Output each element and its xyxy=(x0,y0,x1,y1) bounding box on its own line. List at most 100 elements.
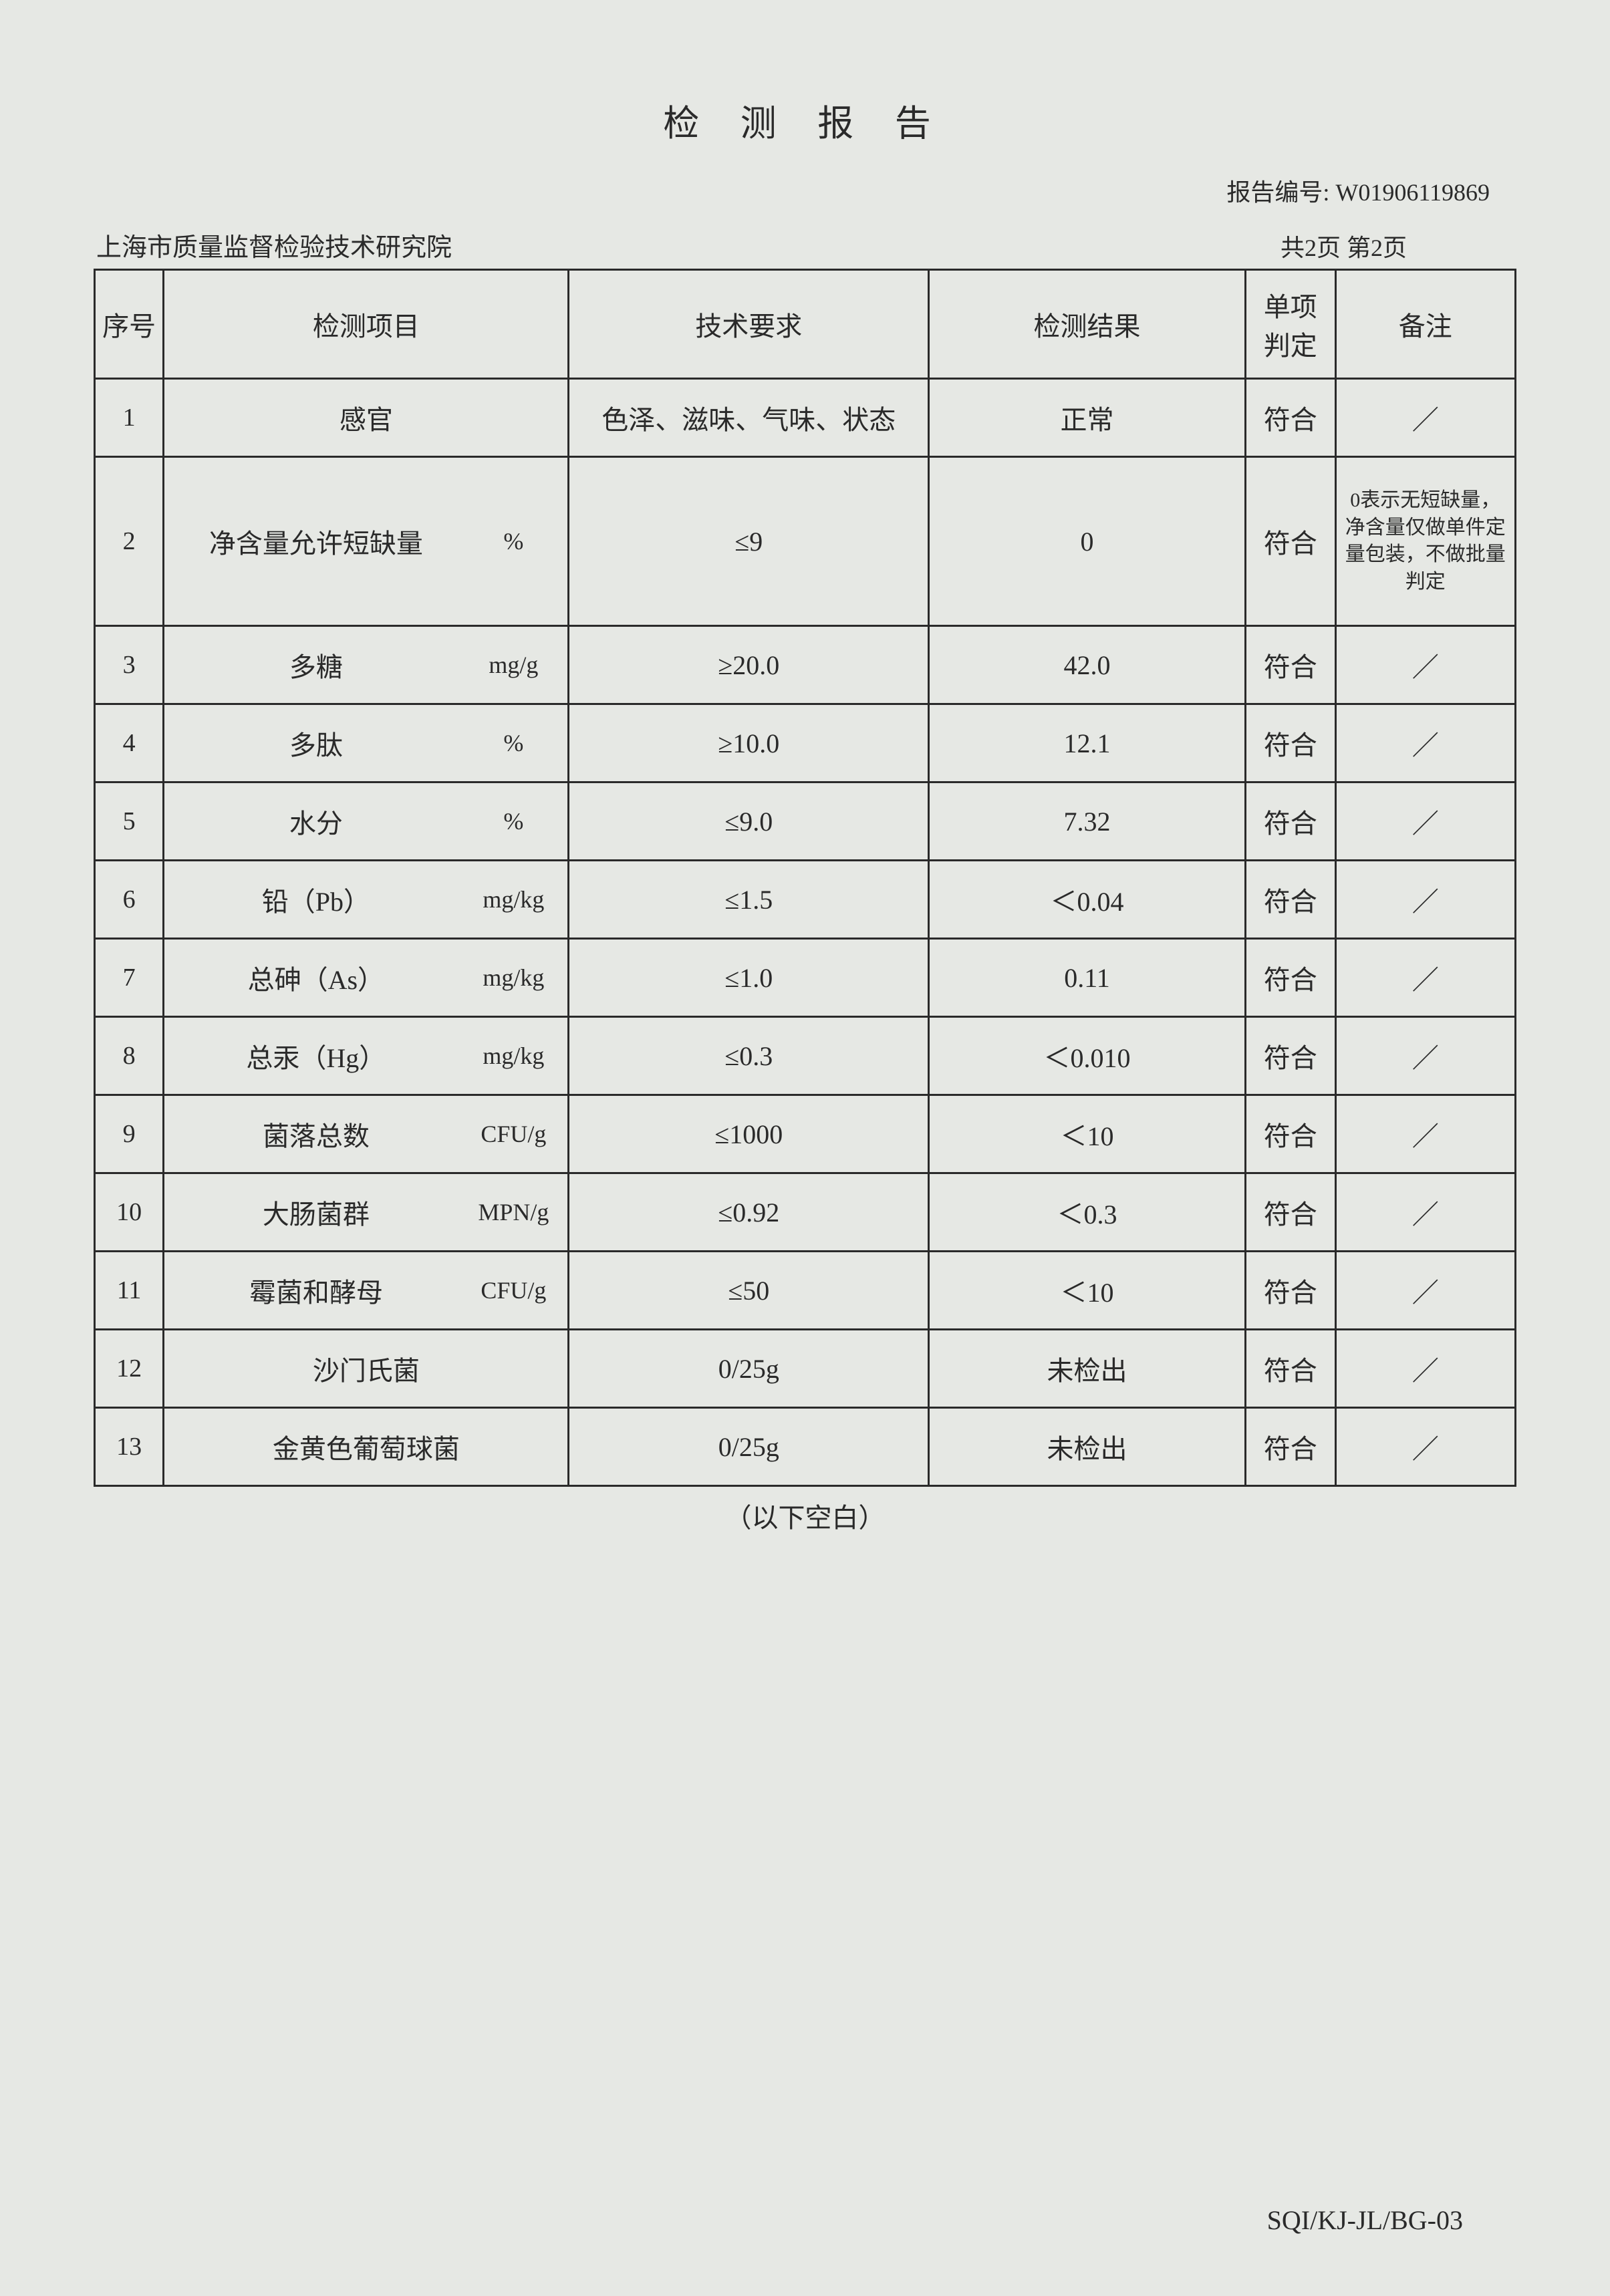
footer-code: SQI/KJ-JL/BG-03 xyxy=(1267,2204,1463,2236)
table-row: 9菌落总数CFU/g≤1000＜10符合／ xyxy=(95,1095,1516,1173)
item-unit: MPN/g xyxy=(463,1198,563,1226)
cell-judgement: 符合 xyxy=(1245,1173,1335,1252)
cell-seq: 10 xyxy=(95,1173,164,1252)
cell-result: ＜0.3 xyxy=(929,1173,1246,1252)
cell-item: 菌落总数CFU/g xyxy=(164,1095,569,1173)
cell-result: 正常 xyxy=(929,379,1246,457)
col-header-remark: 备注 xyxy=(1335,270,1515,379)
report-number-value: W01906119869 xyxy=(1335,179,1490,206)
item-unit: mg/kg xyxy=(463,1042,563,1070)
item-name: 总砷（As） xyxy=(168,958,463,997)
cell-judgement: 符合 xyxy=(1245,1408,1335,1486)
cell-seq: 12 xyxy=(95,1330,164,1408)
cell-remark: ／ xyxy=(1335,1017,1515,1095)
cell-requirement: ≥10.0 xyxy=(569,704,929,782)
item-name: 菌落总数 xyxy=(168,1115,463,1153)
cell-item: 水分% xyxy=(164,782,569,861)
report-number-line: 报告编号: W01906119869 xyxy=(94,173,1490,208)
cell-result: ＜0.04 xyxy=(929,861,1246,939)
col-header-item: 检测项目 xyxy=(164,270,569,379)
cell-seq: 13 xyxy=(95,1408,164,1486)
table-row: 13金黄色葡萄球菌0/25g未检出符合／ xyxy=(95,1408,1516,1486)
cell-remark: ／ xyxy=(1335,1173,1515,1252)
cell-result: 12.1 xyxy=(929,704,1246,782)
item-name: 总汞（Hg） xyxy=(168,1036,463,1075)
table-row: 7总砷（As）mg/kg≤1.00.11符合／ xyxy=(95,939,1516,1017)
results-table: 序号 检测项目 技术要求 检测结果 单项判定 备注 1感官色泽、滋味、气味、状态… xyxy=(94,269,1516,1487)
table-row: 11霉菌和酵母CFU/g≤50＜10符合／ xyxy=(95,1252,1516,1330)
table-row: 10大肠菌群MPN/g≤0.92＜0.3符合／ xyxy=(95,1173,1516,1252)
cell-seq: 3 xyxy=(95,626,164,704)
cell-requirement: ≥20.0 xyxy=(569,626,929,704)
item-unit: % xyxy=(463,729,563,757)
item-name: 净含量允许短缺量 xyxy=(168,522,463,561)
cell-remark: ／ xyxy=(1335,379,1515,457)
cell-remark: ／ xyxy=(1335,1408,1515,1486)
item-name: 水分 xyxy=(168,802,463,841)
cell-remark: ／ xyxy=(1335,861,1515,939)
cell-seq: 6 xyxy=(95,861,164,939)
cell-seq: 2 xyxy=(95,457,164,626)
cell-judgement: 符合 xyxy=(1245,861,1335,939)
cell-item: 霉菌和酵母CFU/g xyxy=(164,1252,569,1330)
blank-note: （以下空白） xyxy=(94,1496,1516,1535)
cell-result: 7.32 xyxy=(929,782,1246,861)
cell-item: 总砷（As）mg/kg xyxy=(164,939,569,1017)
cell-item: 金黄色葡萄球菌 xyxy=(164,1408,569,1486)
item-unit: CFU/g xyxy=(463,1120,563,1148)
institution-name: 上海市质量监督检验技术研究院 xyxy=(96,227,452,263)
cell-judgement: 符合 xyxy=(1245,704,1335,782)
table-row: 2净含量允许短缺量%≤90符合0表示无短缺量，净含量仅做单件定量包装，不做批量判… xyxy=(95,457,1516,626)
header-row: 上海市质量监督检验技术研究院 共2页 第2页 xyxy=(94,227,1516,263)
cell-judgement: 符合 xyxy=(1245,1017,1335,1095)
cell-judgement: 符合 xyxy=(1245,939,1335,1017)
cell-requirement: 0/25g xyxy=(569,1330,929,1408)
table-row: 12沙门氏菌0/25g未检出符合／ xyxy=(95,1330,1516,1408)
cell-remark: ／ xyxy=(1335,1095,1515,1173)
cell-result: ＜10 xyxy=(929,1095,1246,1173)
cell-result: 0.11 xyxy=(929,939,1246,1017)
cell-requirement: ≤9 xyxy=(569,457,929,626)
cell-result: ＜0.010 xyxy=(929,1017,1246,1095)
cell-item: 多糖mg/g xyxy=(164,626,569,704)
page-title: 检 测 报 告 xyxy=(94,94,1516,146)
cell-requirement: 色泽、滋味、气味、状态 xyxy=(569,379,929,457)
col-header-judge: 单项判定 xyxy=(1245,270,1335,379)
cell-seq: 5 xyxy=(95,782,164,861)
cell-requirement: ≤1.5 xyxy=(569,861,929,939)
table-row: 3多糖mg/g≥20.042.0符合／ xyxy=(95,626,1516,704)
table-row: 1感官色泽、滋味、气味、状态正常符合／ xyxy=(95,379,1516,457)
cell-item: 多肽% xyxy=(164,704,569,782)
table-row: 8总汞（Hg）mg/kg≤0.3＜0.010符合／ xyxy=(95,1017,1516,1095)
cell-seq: 4 xyxy=(95,704,164,782)
cell-requirement: ≤0.3 xyxy=(569,1017,929,1095)
item-name: 铅（Pb） xyxy=(168,880,463,919)
cell-remark: ／ xyxy=(1335,1330,1515,1408)
cell-requirement: ≤50 xyxy=(569,1252,929,1330)
page-info: 共2页 第2页 xyxy=(1281,229,1407,263)
item-unit: % xyxy=(463,807,563,835)
item-unit: mg/g xyxy=(463,651,563,679)
cell-judgement: 符合 xyxy=(1245,1330,1335,1408)
cell-result: 42.0 xyxy=(929,626,1246,704)
cell-item: 感官 xyxy=(164,379,569,457)
col-header-result: 检测结果 xyxy=(929,270,1246,379)
cell-judgement: 符合 xyxy=(1245,626,1335,704)
cell-requirement: 0/25g xyxy=(569,1408,929,1486)
cell-remark: ／ xyxy=(1335,626,1515,704)
cell-requirement: ≤1000 xyxy=(569,1095,929,1173)
item-name: 霉菌和酵母 xyxy=(168,1271,463,1310)
item-unit: mg/kg xyxy=(463,885,563,913)
item-name: 大肠菌群 xyxy=(168,1193,463,1232)
item-unit: mg/kg xyxy=(463,964,563,992)
cell-item: 铅（Pb）mg/kg xyxy=(164,861,569,939)
cell-seq: 9 xyxy=(95,1095,164,1173)
col-header-seq: 序号 xyxy=(95,270,164,379)
cell-seq: 1 xyxy=(95,379,164,457)
cell-remark: ／ xyxy=(1335,939,1515,1017)
item-name: 多肽 xyxy=(168,724,463,762)
cell-result: ＜10 xyxy=(929,1252,1246,1330)
cell-item: 沙门氏菌 xyxy=(164,1330,569,1408)
cell-judgement: 符合 xyxy=(1245,379,1335,457)
cell-remark: ／ xyxy=(1335,704,1515,782)
